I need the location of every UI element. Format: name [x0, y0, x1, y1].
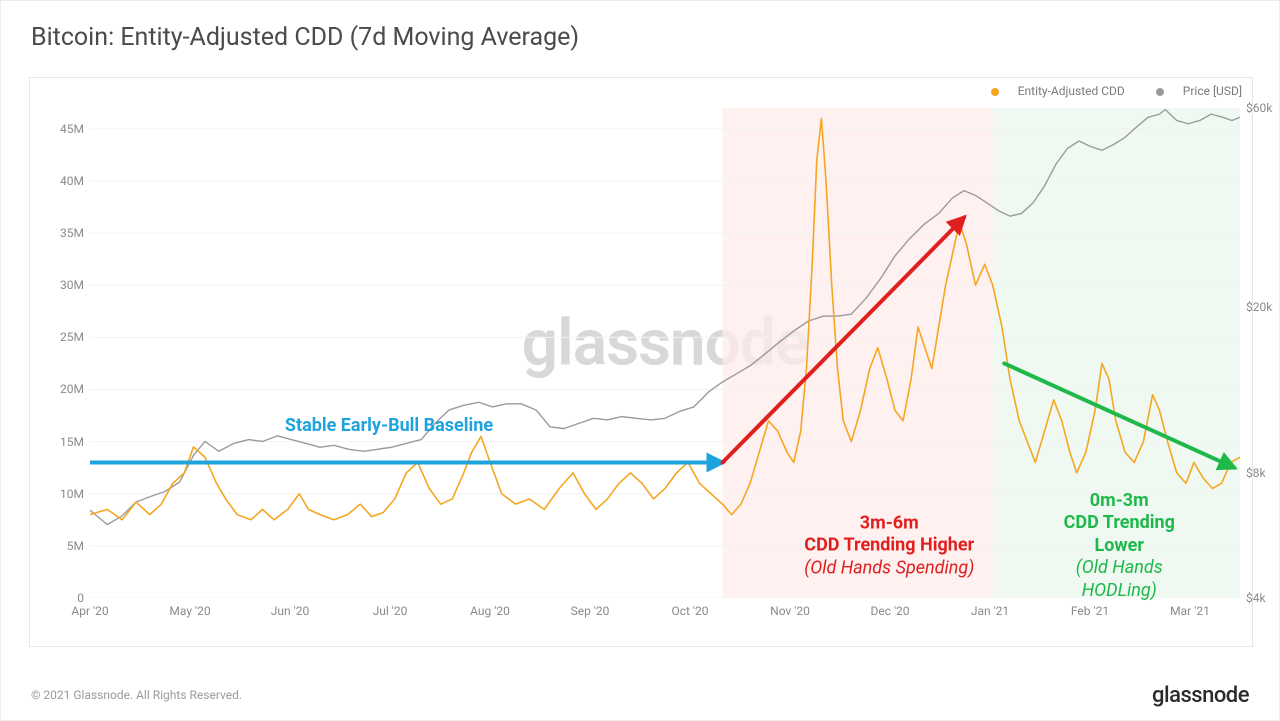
y-left-tick: 45M: [60, 122, 84, 136]
x-tick: Jan '21: [971, 604, 1009, 618]
x-tick: Apr '20: [71, 604, 108, 618]
y-left-tick: 40M: [60, 174, 84, 188]
chart-container: Bitcoin: Entity-Adjusted CDD (7d Moving …: [0, 0, 1280, 721]
x-tick: Dec '20: [870, 604, 909, 618]
x-tick: Mar '21: [1170, 604, 1210, 618]
chart-frame: Entity-Adjusted CDD Price [USD] glassnod…: [29, 77, 1253, 647]
x-tick: Nov '20: [770, 604, 810, 618]
y-left-tick: 5M: [67, 539, 84, 553]
x-tick: Jul '20: [373, 604, 408, 618]
chart-svg: [90, 108, 1240, 598]
y-left-tick: 35M: [60, 226, 84, 240]
x-tick: Oct '20: [671, 604, 708, 618]
y-left-tick: 15M: [60, 435, 84, 449]
y-right-tick: $4k: [1246, 591, 1266, 605]
x-tick: Sep '20: [571, 604, 610, 618]
legend-label-price: Price [USD]: [1183, 84, 1242, 98]
y-left-tick: 20M: [60, 382, 84, 396]
y-left-tick: 0: [77, 591, 84, 605]
page-title: Bitcoin: Entity-Adjusted CDD (7d Moving …: [31, 23, 579, 52]
y-right-tick: $60k: [1246, 101, 1272, 115]
x-tick: Aug '20: [470, 604, 510, 618]
legend: Entity-Adjusted CDD Price [USD]: [963, 84, 1242, 98]
x-tick: May '20: [169, 604, 210, 618]
x-tick: Feb '21: [1071, 604, 1109, 618]
x-tick: Jun '20: [271, 604, 309, 618]
y-right-tick: $8k: [1246, 466, 1266, 480]
plot-area: glassnode 05M10M15M20M25M30M35M40M45M$4k…: [90, 108, 1240, 598]
y-left-tick: 25M: [60, 330, 84, 344]
y-left-tick: 30M: [60, 278, 84, 292]
brand-logo: glassnode: [1152, 683, 1249, 708]
y-left-tick: 10M: [60, 487, 84, 501]
copyright-text: © 2021 Glassnode. All Rights Reserved.: [31, 688, 242, 702]
legend-label-cdd: Entity-Adjusted CDD: [1018, 84, 1125, 98]
y-right-tick: $20k: [1246, 300, 1272, 314]
